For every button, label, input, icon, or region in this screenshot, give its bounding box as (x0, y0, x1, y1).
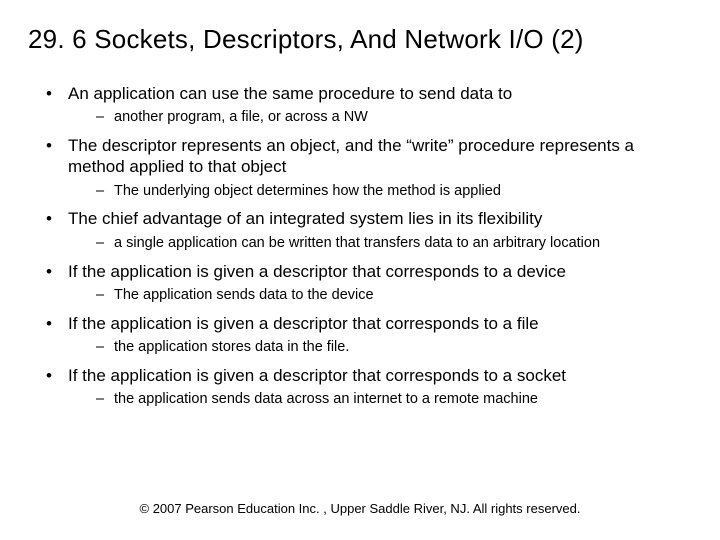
list-item: The descriptor represents an object, and… (46, 135, 692, 200)
copyright-footer: © 2007 Pearson Education Inc. , Upper Sa… (0, 501, 720, 516)
sub-list: the application sends data across an int… (68, 390, 692, 409)
list-item-text: The descriptor represents an object, and… (68, 136, 634, 176)
sub-list-item: a single application can be written that… (96, 234, 692, 253)
list-item-text: The chief advantage of an integrated sys… (68, 209, 542, 228)
list-item: The chief advantage of an integrated sys… (46, 208, 692, 252)
sub-list: the application stores data in the file. (68, 338, 692, 357)
list-item: If the application is given a descriptor… (46, 365, 692, 409)
list-item-text: An application can use the same procedur… (68, 84, 512, 103)
slide-title: 29. 6 Sockets, Descriptors, And Network … (28, 24, 692, 55)
list-item-text: If the application is given a descriptor… (68, 262, 566, 281)
list-item-text: If the application is given a descriptor… (68, 366, 566, 385)
sub-list-item: another program, a file, or across a NW (96, 108, 692, 127)
sub-list: another program, a file, or across a NW (68, 108, 692, 127)
list-item: If the application is given a descriptor… (46, 313, 692, 357)
sub-list-item: The application sends data to the device (96, 286, 692, 305)
sub-list: The application sends data to the device (68, 286, 692, 305)
sub-list: a single application can be written that… (68, 234, 692, 253)
list-item-text: If the application is given a descriptor… (68, 314, 539, 333)
list-item: An application can use the same procedur… (46, 83, 692, 127)
sub-list-item: the application stores data in the file. (96, 338, 692, 357)
sub-list-item: The underlying object determines how the… (96, 182, 692, 201)
slide: 29. 6 Sockets, Descriptors, And Network … (0, 0, 720, 540)
list-item: If the application is given a descriptor… (46, 261, 692, 305)
sub-list: The underlying object determines how the… (68, 182, 692, 201)
bullet-list: An application can use the same procedur… (28, 83, 692, 409)
sub-list-item: the application sends data across an int… (96, 390, 692, 409)
